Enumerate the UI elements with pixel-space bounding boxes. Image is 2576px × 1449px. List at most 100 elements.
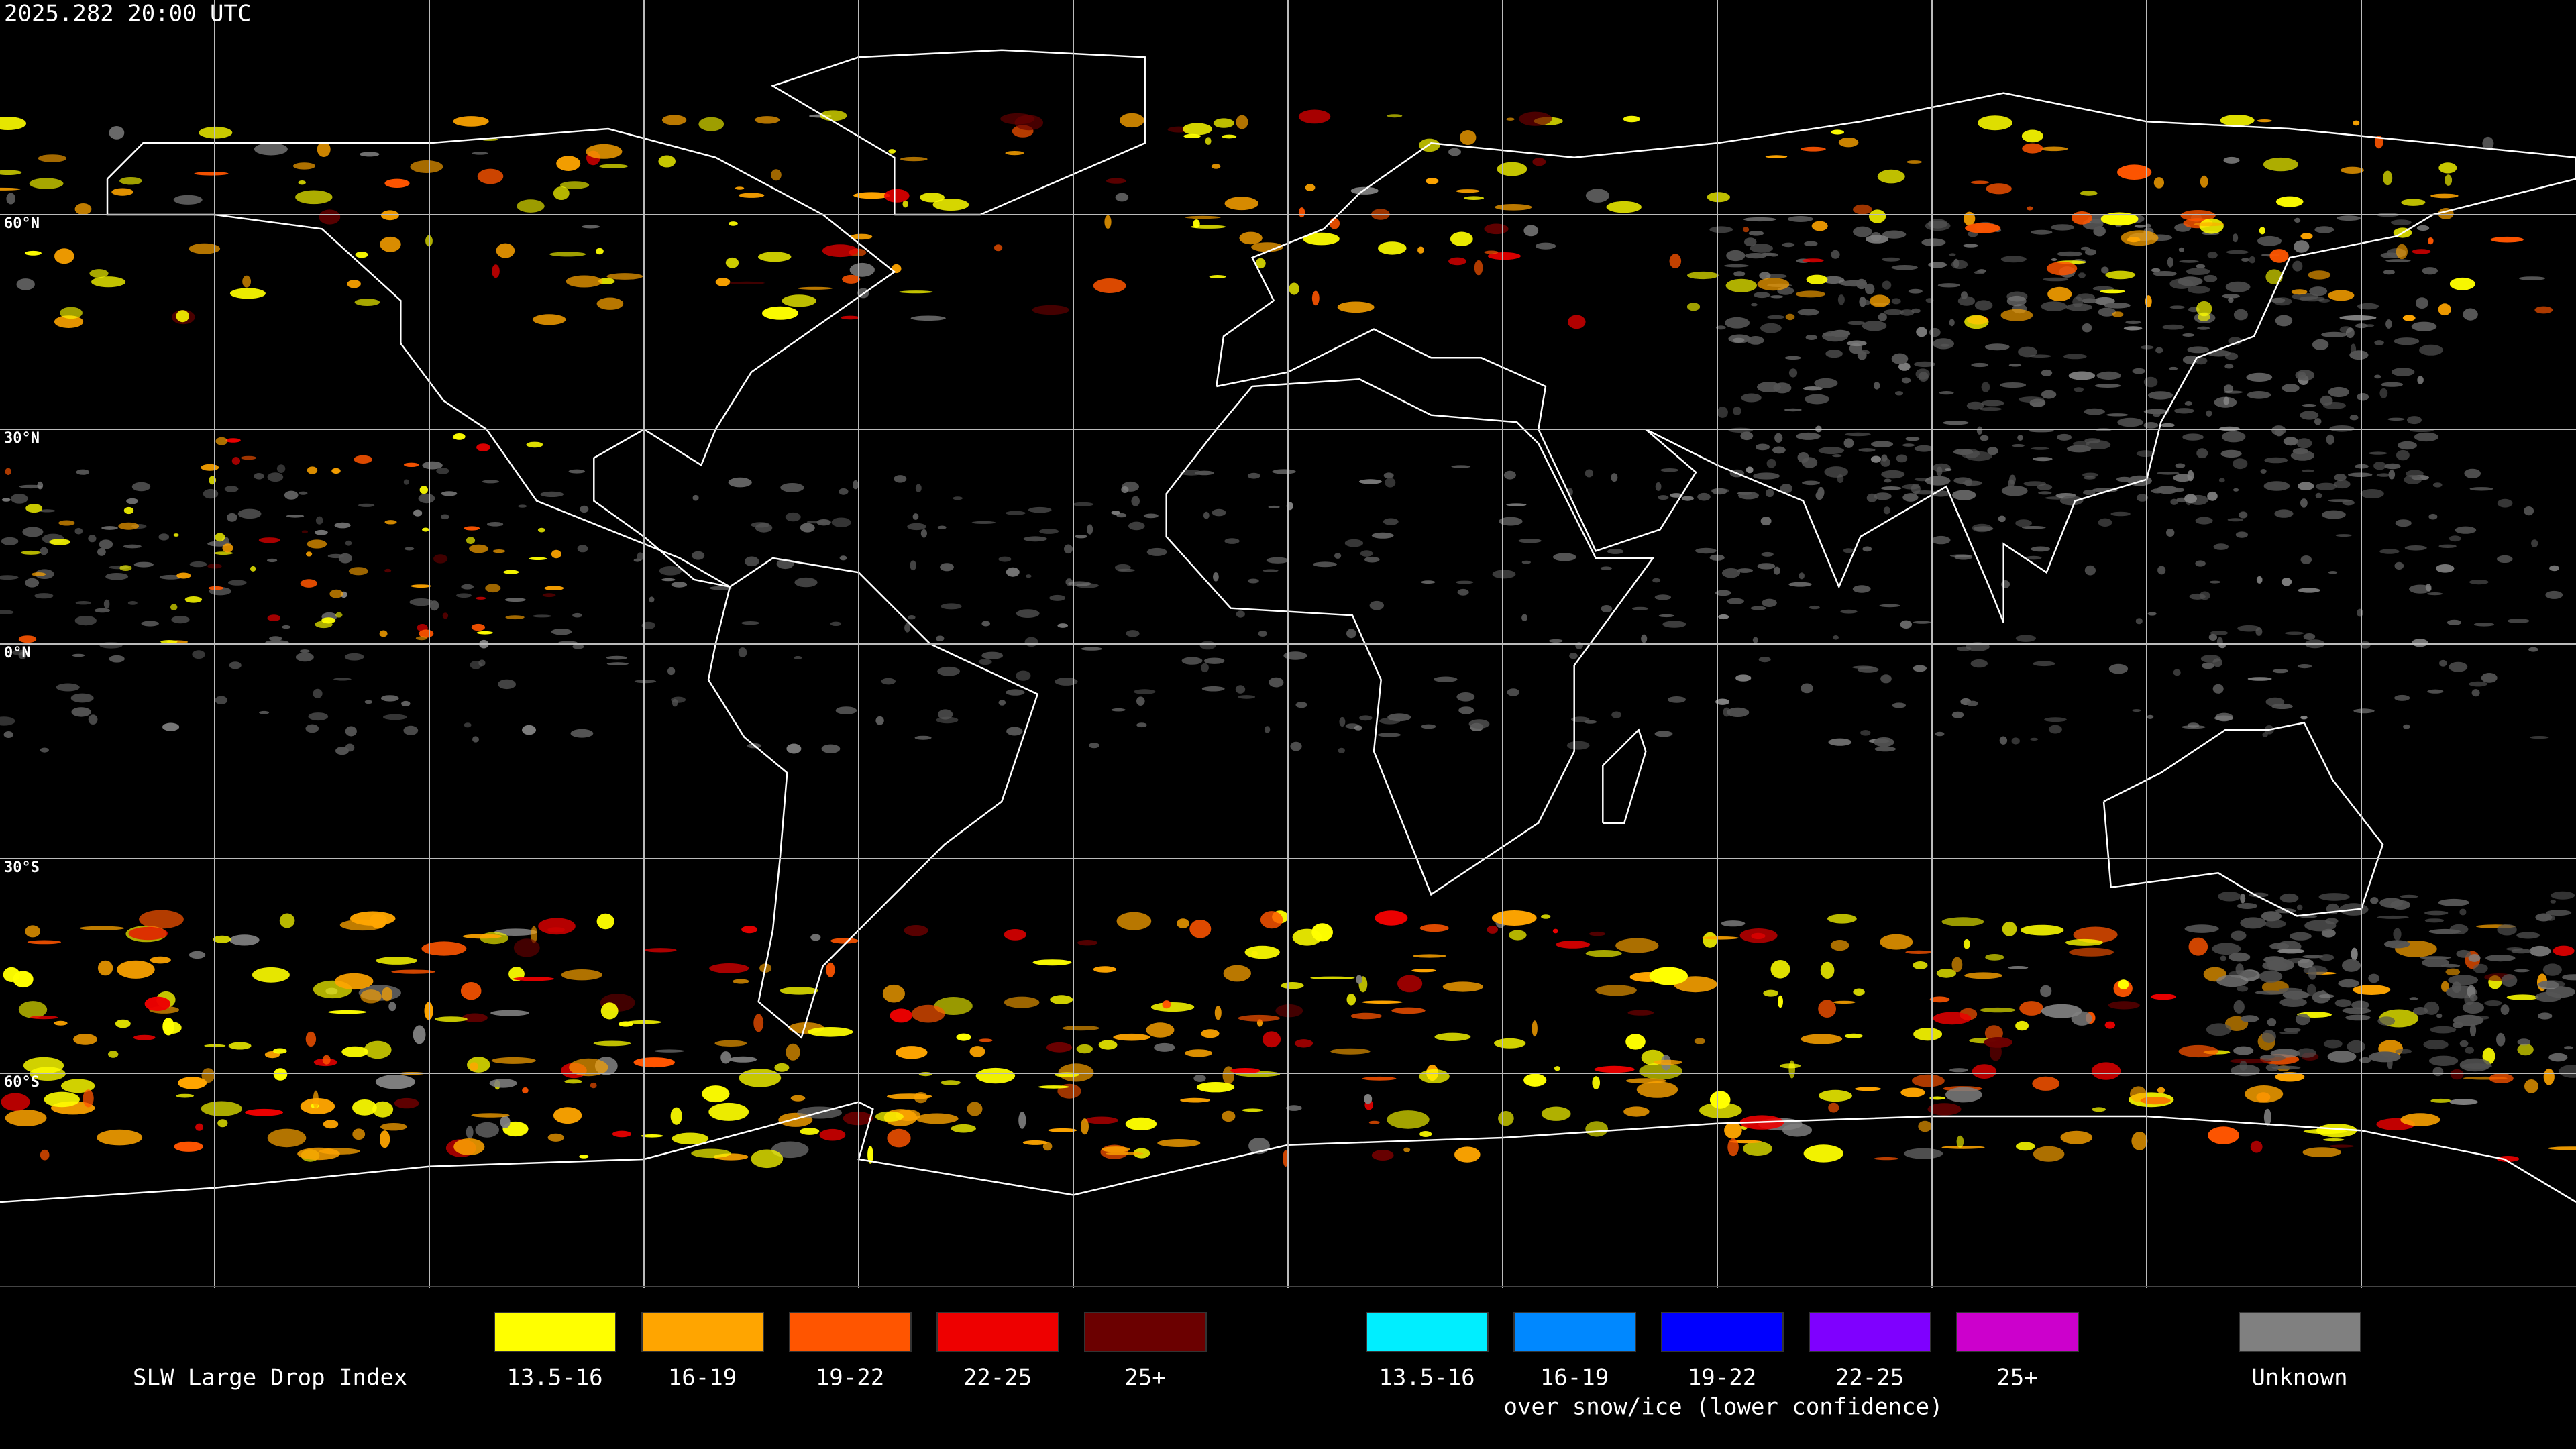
cloud-patch xyxy=(1833,635,1839,640)
cloud-patch xyxy=(2263,481,2290,491)
cloud-patch xyxy=(808,1027,853,1037)
cloud-patch xyxy=(1981,382,1990,392)
cloud-patch xyxy=(1131,496,1140,506)
cloud-patch xyxy=(998,700,1006,706)
cloud-patch xyxy=(2227,518,2243,522)
cloud-patch xyxy=(31,572,46,576)
cloud-patch xyxy=(2322,510,2346,519)
cloud-patch xyxy=(2449,277,2475,290)
cloud-patch xyxy=(2304,920,2337,932)
cloud-patch xyxy=(2046,261,2078,276)
cloud-patch xyxy=(2501,974,2518,987)
cloud-patch xyxy=(1454,1146,1481,1163)
cloud-patch xyxy=(2147,391,2174,400)
cloud-patch xyxy=(27,940,61,945)
cloud-patch xyxy=(2516,932,2540,939)
cloud-patch xyxy=(2021,129,2043,143)
cloud-patch xyxy=(21,550,41,555)
cloud-patch xyxy=(1822,276,1845,284)
cloud-patch xyxy=(1569,653,1578,659)
cloud-patch xyxy=(1585,469,1593,478)
cloud-patch xyxy=(2041,369,2053,376)
cloud-patch xyxy=(421,941,467,956)
cloud-patch xyxy=(2279,998,2307,1007)
cloud-patch xyxy=(500,1116,511,1128)
cloud-patch xyxy=(1552,928,1558,934)
cloud-patch xyxy=(305,724,319,733)
cloud-patch xyxy=(902,200,908,208)
cloud-patch xyxy=(556,156,581,172)
cloud-patch xyxy=(1199,641,1216,650)
cloud-patch xyxy=(1818,1000,1837,1018)
cloud-patch xyxy=(1974,270,1985,274)
cloud-patch xyxy=(1632,606,1648,610)
cloud-patch xyxy=(2228,337,2243,345)
cloud-patch xyxy=(162,722,180,731)
cloud-patch xyxy=(1721,568,1741,578)
cloud-patch xyxy=(1902,443,1915,447)
cloud-patch xyxy=(729,221,738,226)
legend-label: 19-22 xyxy=(1688,1364,1756,1391)
cloud-patch xyxy=(460,982,482,1000)
cloud-patch xyxy=(2196,448,2208,458)
cloud-patch xyxy=(1111,511,1120,515)
cloud-patch xyxy=(313,688,323,698)
legend-swatch xyxy=(2239,1312,2361,1352)
cloud-patch xyxy=(1518,539,1542,543)
cloud-patch xyxy=(1978,115,2012,131)
cloud-patch xyxy=(1744,237,1757,247)
cloud-patch xyxy=(1882,280,1892,290)
coastline xyxy=(707,557,1039,1039)
cloud-patch xyxy=(2223,384,2234,393)
cloud-patch xyxy=(2274,509,2294,518)
cloud-patch xyxy=(173,533,179,537)
cloud-patch xyxy=(2564,1046,2573,1050)
cloud-patch xyxy=(1723,707,1731,717)
cloud-patch xyxy=(0,187,21,191)
cloud-patch xyxy=(133,561,154,568)
cloud-patch xyxy=(1828,738,1852,746)
cloud-patch xyxy=(2559,1065,2576,1078)
cloud-patch xyxy=(1311,290,1320,306)
cloud-patch xyxy=(551,549,561,559)
legend-label: 25+ xyxy=(1124,1364,1165,1391)
cloud-patch xyxy=(54,248,74,264)
cloud-patch xyxy=(1799,572,1805,580)
cloud-patch xyxy=(0,575,19,580)
cloud-patch xyxy=(38,154,67,162)
cloud-patch xyxy=(2345,1014,2371,1021)
cloud-patch xyxy=(489,1079,517,1088)
cloud-patch xyxy=(590,1082,597,1089)
cloud-patch xyxy=(826,962,835,977)
cloud-patch xyxy=(1928,262,1947,268)
cloud-patch xyxy=(1840,609,1858,614)
cloud-patch xyxy=(1972,523,1992,533)
cloud-patch xyxy=(2449,535,2461,542)
cloud-patch xyxy=(2308,270,2331,280)
cloud-patch xyxy=(1523,225,1539,237)
cloud-patch xyxy=(1837,474,1844,483)
cloud-patch xyxy=(1987,447,1998,455)
cloud-patch xyxy=(109,126,125,140)
cloud-patch xyxy=(1338,747,1346,753)
cloud-patch xyxy=(2334,480,2351,489)
cloud-patch xyxy=(839,555,847,561)
cloud-patch xyxy=(2265,1063,2279,1072)
cloud-patch xyxy=(2374,374,2381,379)
cloud-patch xyxy=(2425,584,2432,592)
cloud-patch xyxy=(843,1111,873,1126)
cloud-patch xyxy=(1585,950,1622,957)
cloud-patch xyxy=(2469,681,2488,687)
cloud-patch xyxy=(2387,1056,2393,1069)
cloud-patch xyxy=(404,547,415,551)
cloud-patch xyxy=(1541,1106,1571,1121)
cloud-patch xyxy=(201,464,219,471)
legend-label: 22-25 xyxy=(963,1364,1032,1391)
cloud-patch xyxy=(1128,521,1145,531)
cloud-patch xyxy=(1860,730,1871,736)
cloud-patch xyxy=(2403,724,2410,729)
cloud-patch xyxy=(644,948,677,953)
cloud-patch xyxy=(1843,438,1854,448)
cloud-patch xyxy=(2106,413,2129,417)
cloud-patch xyxy=(1589,931,1606,936)
